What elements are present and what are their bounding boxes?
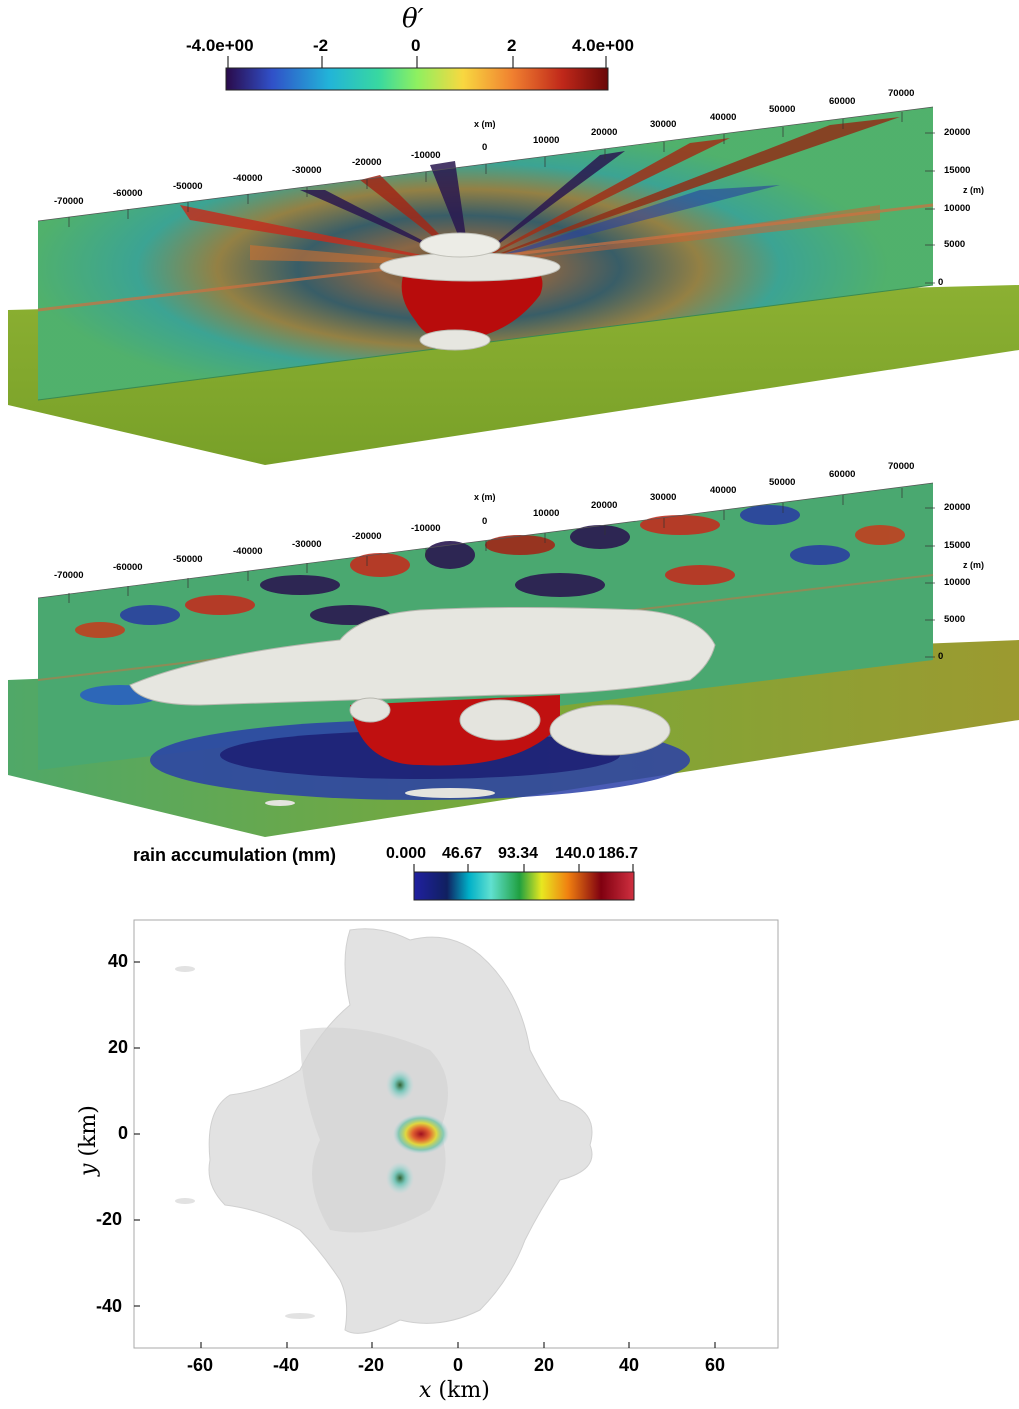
theta-colorbar-bar [222,56,612,92]
mid-xtick-5: -30000 [292,539,322,550]
top-xtick-12: 40000 [710,112,736,123]
rain-tick-4: 186.7 [598,845,638,863]
top-xtick-2: -60000 [113,188,143,199]
mid-xtick-3: -50000 [173,554,203,565]
mid-xtick-4: -40000 [233,546,263,557]
theta-colorbar-title: θ′ [402,4,424,34]
top-ztick-0: 0 [938,277,943,288]
top-xtick-6: -20000 [352,157,382,168]
top-xtick-7: -10000 [411,150,441,161]
mid-xtick-6: -20000 [352,531,382,542]
map-ytick-0: 0 [118,1123,128,1144]
top-xtick-10: 20000 [591,127,617,138]
rain-colorbar-bar [410,864,638,904]
top-xtick-9: 10000 [533,135,559,146]
map-xtick-neg40: -40 [273,1355,299,1376]
mid-xtick-14: 60000 [829,469,855,480]
mid-xtick-8: 0 [482,516,487,527]
map-ytick-20: 20 [108,1037,128,1058]
panel-top-3d-render: -70000 -60000 -50000 -40000 -30000 -2000… [0,95,1019,465]
top-ztick-20000: 20000 [944,127,970,138]
panel-top-scene [0,95,1019,465]
top-z-axis-label: z (m) [963,185,984,195]
mid-x-axis-label: x (m) [474,492,496,502]
mid-xtick-1: -70000 [54,570,84,581]
top-xtick-5: -30000 [292,165,322,176]
rain-tick-0: 0.000 [386,845,426,863]
mid-xtick-9: 10000 [533,508,559,519]
rain-colorbar-title: rain accumulation (mm) [133,845,336,866]
theta-tick-neg2: -2 [313,36,328,56]
top-xtick-14: 60000 [829,96,855,107]
rain-map-svg [0,910,1019,1409]
map-x-axis-label: x (km) [419,1378,490,1403]
mid-z-axis-label: z (m) [963,560,984,570]
panel-middle-3d-render: -70000 -60000 -50000 -40000 -30000 -2000… [0,465,1019,840]
rain-tick-1: 46.67 [442,845,482,863]
top-x-axis-label: x (m) [474,119,496,129]
mid-xtick-13: 50000 [769,477,795,488]
mid-ztick-15000: 15000 [944,540,970,551]
map-xtick-neg60: -60 [187,1355,213,1376]
mid-ztick-10000: 10000 [944,577,970,588]
map-xtick-neg20: -20 [358,1355,384,1376]
top-xtick-15: 70000 [888,88,914,99]
top-xtick-3: -50000 [173,181,203,192]
theta-tick-max: 4.0e+00 [572,36,634,56]
mid-ztick-0: 0 [938,651,943,662]
mid-xtick-7: -10000 [411,523,441,534]
top-xtick-13: 50000 [769,104,795,115]
mid-xtick-15: 70000 [888,461,914,472]
map-ytick-40: 40 [108,951,128,972]
map-xtick-0: 0 [453,1355,463,1376]
map-xtick-60: 60 [705,1355,725,1376]
top-xtick-11: 30000 [650,119,676,130]
mid-ztick-5000: 5000 [944,614,965,625]
top-ztick-15000: 15000 [944,165,970,176]
theta-tick-pos2: 2 [507,36,516,56]
top-xtick-8: 0 [482,142,487,153]
top-xtick-4: -40000 [233,173,263,184]
mid-xtick-11: 30000 [650,492,676,503]
theta-tick-zero: 0 [411,36,420,56]
rain-tick-3: 140.0 [555,845,595,863]
map-ytick-neg40: -40 [96,1296,122,1317]
mid-xtick-12: 40000 [710,485,736,496]
top-ztick-10000: 10000 [944,203,970,214]
top-xtick-1: -70000 [54,196,84,207]
panel-middle-scene [0,465,1019,840]
top-ztick-5000: 5000 [944,239,965,250]
map-y-axis-label: y (km) [76,1105,101,1176]
theta-tick-min: -4.0e+00 [186,36,254,56]
rain-tick-2: 93.34 [498,845,538,863]
mid-xtick-10: 20000 [591,500,617,511]
map-xtick-40: 40 [619,1355,639,1376]
mid-xtick-2: -60000 [113,562,143,573]
map-ytick-neg20: -20 [96,1209,122,1230]
mid-ztick-20000: 20000 [944,502,970,513]
map-xtick-20: 20 [534,1355,554,1376]
